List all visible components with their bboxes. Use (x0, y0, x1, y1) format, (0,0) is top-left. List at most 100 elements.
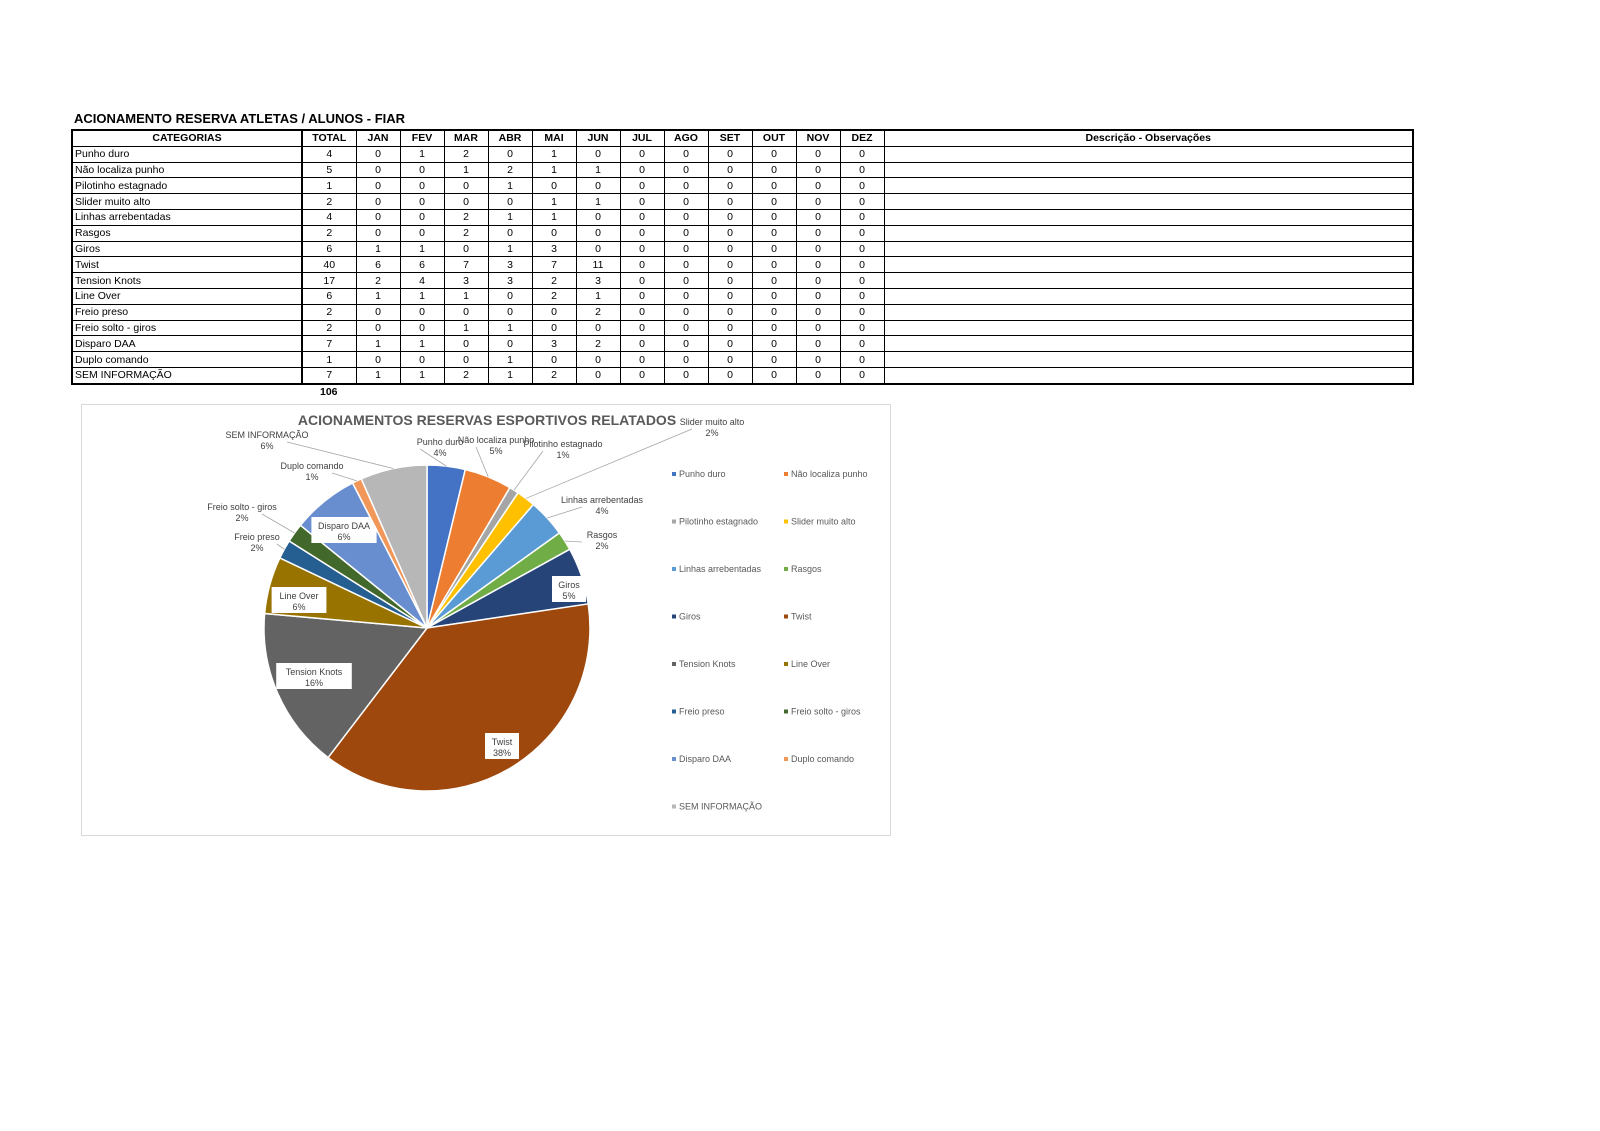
table-cell: 0 (663, 351, 709, 368)
table-cell: 0 (839, 240, 885, 258)
table-cell: 7 (531, 256, 577, 274)
legend-swatch (784, 662, 788, 666)
column-header: ABR (487, 129, 533, 147)
legend-swatch (672, 662, 676, 666)
leader-line (513, 450, 544, 491)
column-header: TOTAL (301, 129, 357, 147)
data-label-box (552, 576, 586, 602)
column-header: AGO (663, 129, 709, 147)
table-cell: 0 (795, 208, 841, 226)
table-cell: 0 (707, 145, 753, 163)
table-cell: 1 (355, 240, 401, 258)
legend-entry: Disparo DAA (679, 754, 731, 764)
table-cell: 0 (619, 319, 665, 337)
table-cell: 0 (707, 351, 753, 368)
table-row: Giros 6 1 1 0 1 3 0 0 0 0 0 0 0 (71, 240, 1414, 258)
table-cell: 0 (355, 193, 401, 210)
table-cell (883, 193, 1414, 210)
data-label: Não localiza punho 5% (458, 435, 535, 456)
table-cell: 2 (531, 287, 577, 305)
table-cell: 0 (355, 161, 401, 179)
table-row: Rasgos 2 0 0 2 0 0 0 0 0 0 0 0 0 (71, 224, 1414, 242)
category-cell: Twist (71, 256, 303, 274)
column-header: OUT (751, 129, 797, 147)
table-cell: 0 (751, 224, 797, 242)
column-header: Descrição - Observações (883, 129, 1414, 147)
data-label: Linhas arrebentadas 4% (561, 495, 644, 516)
table-cell: 0 (795, 161, 841, 179)
table-row: Freio preso 2 0 0 0 0 0 2 0 0 0 0 0 0 (71, 303, 1414, 321)
table-cell: 0 (707, 177, 753, 195)
table-cell: 0 (531, 303, 577, 321)
data-label: Tension Knots 16% (286, 667, 343, 688)
table-cell: 0 (399, 193, 445, 210)
table-cell: 2 (487, 161, 533, 179)
table-cell: 0 (839, 208, 885, 226)
table-cell: 1 (531, 161, 577, 179)
table-cell: 3 (487, 256, 533, 274)
column-header: JUL (619, 129, 665, 147)
table-cell: 3 (531, 240, 577, 258)
table-cell: 0 (619, 193, 665, 210)
table-cell: 0 (839, 177, 885, 195)
table-cell: 1 (531, 193, 577, 210)
table-cell: 0 (575, 224, 621, 242)
table-cell: 0 (707, 272, 753, 289)
category-cell: Giros (71, 240, 303, 258)
data-label-box (485, 733, 519, 759)
table-cell: 2 (443, 208, 489, 226)
pie-chart-svg: ACIONAMENTOS RESERVAS ESPORTIVOS RELATAD… (207, 412, 867, 812)
table-cell: 0 (619, 366, 665, 385)
table-cell: 0 (839, 351, 885, 368)
table-cell: 0 (795, 303, 841, 321)
data-label: Disparo DAA 6% (318, 521, 370, 542)
table-cell: 0 (399, 224, 445, 242)
column-header: CATEGORIAS (71, 129, 303, 147)
table-cell: 0 (399, 161, 445, 179)
table-cell: 0 (487, 145, 533, 163)
table-cell: 0 (619, 145, 665, 163)
table-cell: 4 (399, 272, 445, 289)
pie-slice (360, 464, 428, 629)
table-cell: 2 (301, 303, 357, 321)
leader-line (475, 446, 489, 478)
table-cell: 0 (795, 366, 841, 385)
table-cell: 2 (531, 272, 577, 289)
table-header-row: CATEGORIAS TOTAL JAN FEV MAR ABR MAI JUN JUL AGO S… (71, 129, 1414, 147)
data-table: CATEGORIAS TOTAL JAN FEV MAR ABR MAI JUN JUL AGO S… (71, 129, 1414, 385)
table-row: Disparo DAA 7 1 1 0 0 3 2 0 0 0 0 0 0 (71, 335, 1414, 353)
table-cell: 1 (575, 193, 621, 210)
table-cell: 0 (751, 303, 797, 321)
table-cell: 1 (399, 287, 445, 305)
table-cell: 0 (839, 145, 885, 163)
table-row: Twist 40 6 6 7 3 7 11 0 0 0 0 0 0 (71, 256, 1414, 274)
table-cell: 0 (663, 193, 709, 210)
table-cell: 1 (575, 287, 621, 305)
table-cell: 2 (301, 319, 357, 337)
column-header: MAR (443, 129, 489, 147)
table-cell: 0 (575, 208, 621, 226)
table-row: Não localiza punho 5 0 0 1 2 1 1 0 0 0 0 0 0 (71, 161, 1414, 179)
table-cell: 11 (575, 256, 621, 274)
table-cell: 1 (487, 366, 533, 385)
legend-swatch (784, 709, 788, 714)
table-cell: 0 (575, 240, 621, 258)
legend-entry: Rasgos (791, 564, 822, 574)
table-cell: 0 (575, 177, 621, 195)
table-cell: 0 (619, 303, 665, 321)
legend-entry: Linhas arrebentadas (679, 564, 762, 574)
table-cell: 0 (443, 240, 489, 258)
table-cell: 3 (487, 272, 533, 289)
table-cell: 0 (795, 335, 841, 353)
table-cell: 0 (443, 193, 489, 210)
table-cell: 0 (531, 351, 577, 368)
table-cell: 1 (399, 335, 445, 353)
category-cell: Slider muito alto (71, 193, 303, 210)
pie-slice (327, 603, 591, 792)
table-cell: 0 (795, 256, 841, 274)
table-cell: 0 (619, 161, 665, 179)
table-cell: 0 (663, 240, 709, 258)
legend-swatch (784, 519, 788, 524)
table-cell: 0 (839, 335, 885, 353)
category-cell: Duplo comando (71, 351, 303, 368)
